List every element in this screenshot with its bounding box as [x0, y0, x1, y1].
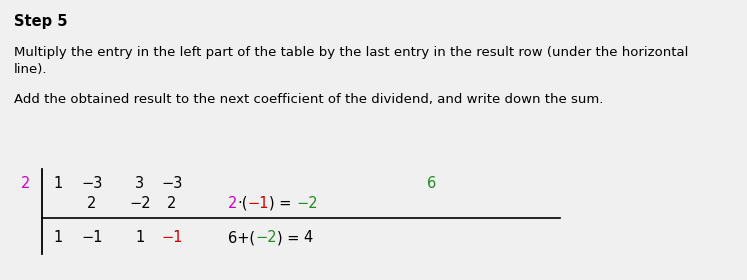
Text: −3: −3	[81, 176, 102, 190]
Text: 3: 3	[135, 176, 145, 190]
Text: ) =: ) =	[276, 230, 304, 246]
Text: 2: 2	[228, 195, 238, 211]
Text: 1: 1	[135, 230, 145, 246]
Text: 6: 6	[427, 176, 437, 190]
Text: ·(: ·(	[238, 195, 248, 211]
Text: −2: −2	[255, 230, 276, 246]
Text: Multiply the entry in the left part of the table by the last entry in the result: Multiply the entry in the left part of t…	[14, 46, 689, 59]
Text: Step 5: Step 5	[14, 14, 67, 29]
Text: 6+(: 6+(	[228, 230, 255, 246]
Text: −3: −3	[161, 176, 183, 190]
Text: −1: −1	[161, 230, 183, 246]
Text: 2: 2	[167, 195, 177, 211]
Text: 2: 2	[87, 195, 96, 211]
Text: −1: −1	[81, 230, 103, 246]
Text: −2: −2	[129, 195, 151, 211]
Text: 1: 1	[53, 230, 63, 246]
Text: −1: −1	[248, 195, 270, 211]
Text: ) =: ) =	[270, 195, 297, 211]
Text: 1: 1	[53, 176, 63, 190]
Text: −2: −2	[297, 195, 318, 211]
Text: Add the obtained result to the next coefficient of the dividend, and write down : Add the obtained result to the next coef…	[14, 93, 604, 106]
Text: 2: 2	[22, 176, 31, 190]
Text: 4: 4	[304, 230, 313, 246]
Text: line).: line).	[14, 63, 48, 76]
